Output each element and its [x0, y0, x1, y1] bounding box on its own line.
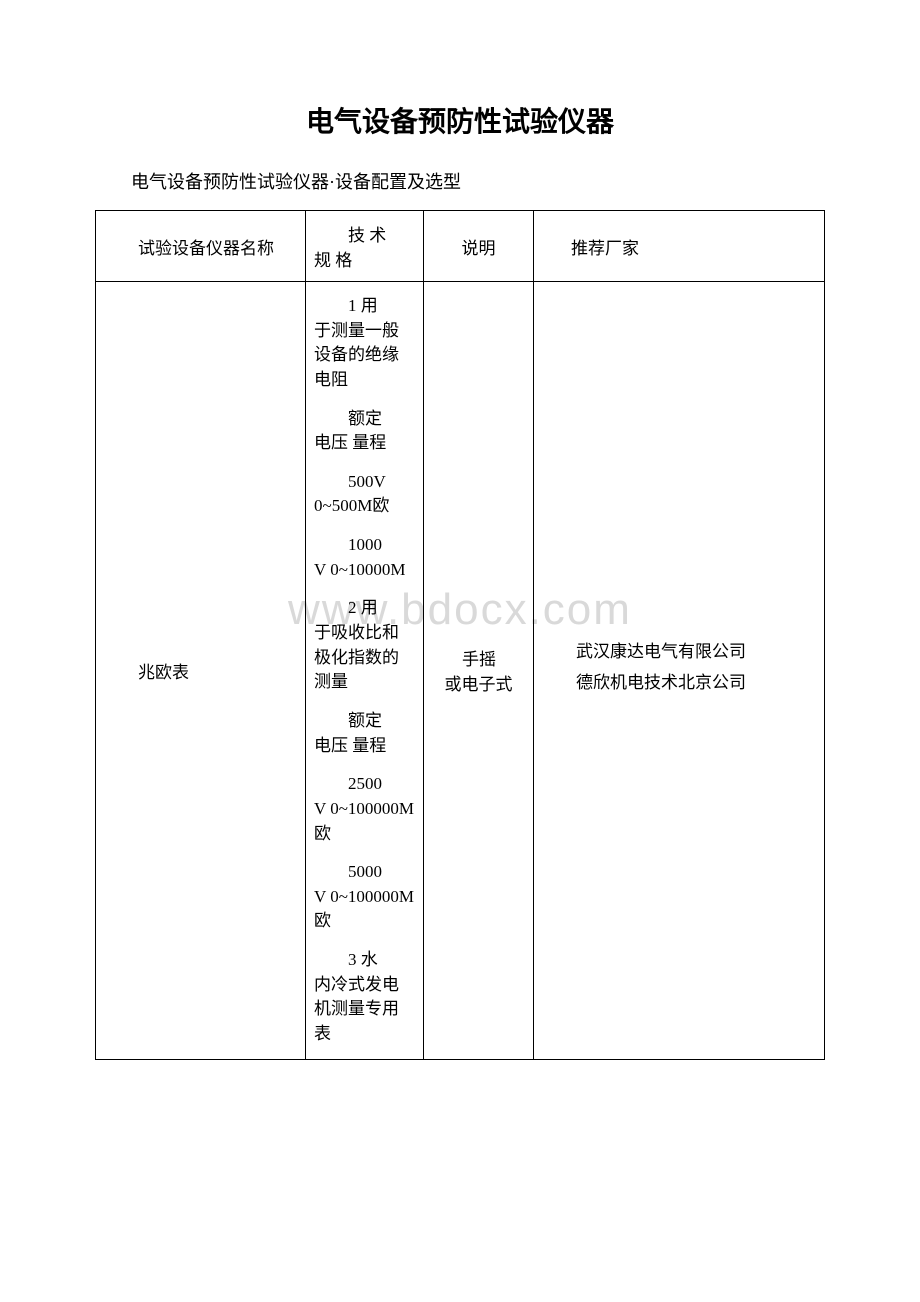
spec-p2-a: 额定 — [314, 407, 415, 432]
header-vendor: 推荐厂家 — [534, 211, 825, 282]
vendor-1: 武汉康达电气有限公司 — [542, 639, 816, 665]
spec-p5-b: 于吸收比和极化指数的测量 — [314, 623, 399, 691]
header-spec: 技 术 规 格 — [306, 211, 424, 282]
header-desc: 说明 — [424, 211, 534, 282]
spec-p5-a: 2 用 — [314, 596, 415, 621]
equipment-table: 试验设备仪器名称 技 术 规 格 说明 推荐厂家 兆欧表 1 用于测量一般设备的… — [95, 210, 825, 1060]
spec-p1-a: 1 用 — [314, 294, 415, 319]
cell-vendor: 武汉康达电气有限公司 德欣机电技术北京公司 — [534, 282, 825, 1060]
spec-p6-a: 额定 — [314, 709, 415, 734]
header-spec-line2: 规 格 — [314, 251, 352, 270]
spec-p2-b: 电压 量程 — [314, 433, 386, 452]
spec-p1-b: 于测量一般设备的绝缘电阻 — [314, 321, 399, 389]
cell-description: 手摇 或电子式 — [424, 282, 534, 1060]
table-row: 兆欧表 1 用于测量一般设备的绝缘电阻 额定电压 量程 500V0~500M欧 … — [96, 282, 825, 1060]
spec-p8-b: V 0~100000M欧 — [314, 887, 414, 931]
spec-p3-a: 500V — [314, 470, 415, 495]
spec-p8-a: 5000 — [314, 860, 415, 885]
spec-p7-a: 2500 — [314, 772, 415, 797]
header-name: 试验设备仪器名称 — [96, 211, 306, 282]
vendor-2: 德欣机电技术北京公司 — [542, 670, 816, 696]
desc-line-a: 手摇 — [428, 645, 529, 670]
spec-p9-b: 内冷式发电机测量专用表 — [314, 975, 399, 1043]
spec-p9-a: 3 水 — [314, 948, 415, 973]
spec-p4-b: V 0~10000M — [314, 560, 406, 579]
document-subtitle: 电气设备预防性试验仪器·设备配置及选型 — [95, 168, 825, 194]
spec-p4-a: 1000 — [314, 533, 415, 558]
document-title: 电气设备预防性试验仪器 — [95, 100, 825, 140]
spec-p6-b: 电压 量程 — [314, 736, 386, 755]
header-spec-line1: 技 术 — [314, 221, 415, 246]
cell-equipment-name: 兆欧表 — [96, 282, 306, 1060]
spec-p7-b: V 0~100000M欧 — [314, 799, 414, 843]
spec-p3-b: 0~500M欧 — [314, 496, 389, 515]
cell-spec: 1 用于测量一般设备的绝缘电阻 额定电压 量程 500V0~500M欧 1000… — [306, 282, 424, 1060]
table-header-row: 试验设备仪器名称 技 术 规 格 说明 推荐厂家 — [96, 211, 825, 282]
desc-line-b: 或电子式 — [445, 675, 513, 694]
